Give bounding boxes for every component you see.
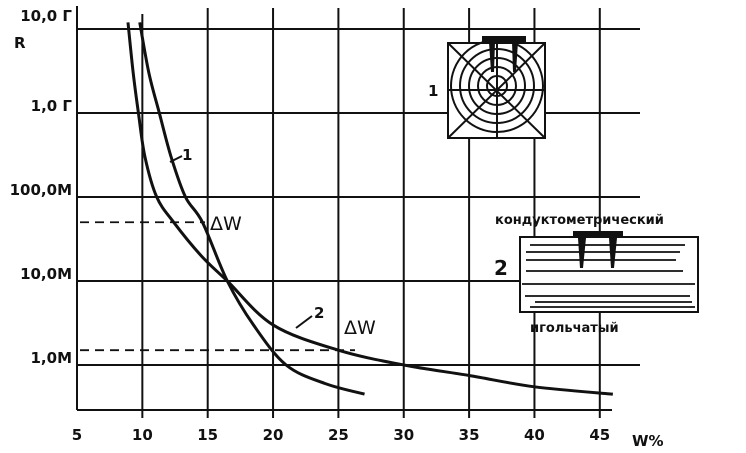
curves	[126, 22, 614, 396]
series-1-label: 1	[182, 146, 192, 164]
y-tick-label: 100,0М	[10, 181, 72, 199]
delta-w-annotation-2: ΔW	[344, 317, 376, 339]
x-tick-label: 40	[524, 426, 545, 444]
x-tick-label: 25	[328, 426, 349, 444]
y-tick-label: 1,0М	[31, 349, 73, 367]
x-tick-label: 5	[72, 426, 82, 444]
x-tick-label: 20	[263, 426, 284, 444]
y-tick-label: 10,0 Г	[20, 7, 72, 25]
x-tick-labels: 5 10 15 20 25 30 35 40 45	[72, 426, 610, 444]
inset-2-caption-top: кондуктометрический	[495, 213, 664, 228]
y-tick-labels: 10,0 Г 1,0 Г 100,0М 10,0М 1,0М	[10, 7, 73, 367]
series-2-line	[126, 22, 614, 396]
reference-lines	[80, 221, 355, 352]
x-tick-label: 15	[197, 426, 218, 444]
x-tick-label: 30	[393, 426, 414, 444]
series-2-leader	[295, 315, 313, 329]
inset-2-caption-bottom: игольчатый	[530, 321, 619, 336]
axes	[76, 6, 612, 411]
series-1-leader	[169, 155, 183, 163]
inset-1-diagram	[447, 36, 546, 139]
inset-2-diagram	[519, 231, 699, 313]
series-2-label: 2	[314, 304, 324, 322]
y-axis-label: R	[14, 34, 26, 52]
x-tick-label: 45	[589, 426, 610, 444]
y-tick-label: 10,0М	[20, 265, 72, 283]
inset-1-label: 1	[428, 82, 438, 100]
series-1-line	[138, 22, 365, 396]
x-tick-label: 10	[132, 426, 153, 444]
y-tick-label: 1,0 Г	[31, 97, 73, 115]
delta-w-annotation-1: ΔW	[210, 213, 242, 235]
x-tick-label: 35	[459, 426, 480, 444]
inset-2-label: 2	[494, 256, 508, 280]
x-axis-label: W%	[632, 432, 664, 450]
